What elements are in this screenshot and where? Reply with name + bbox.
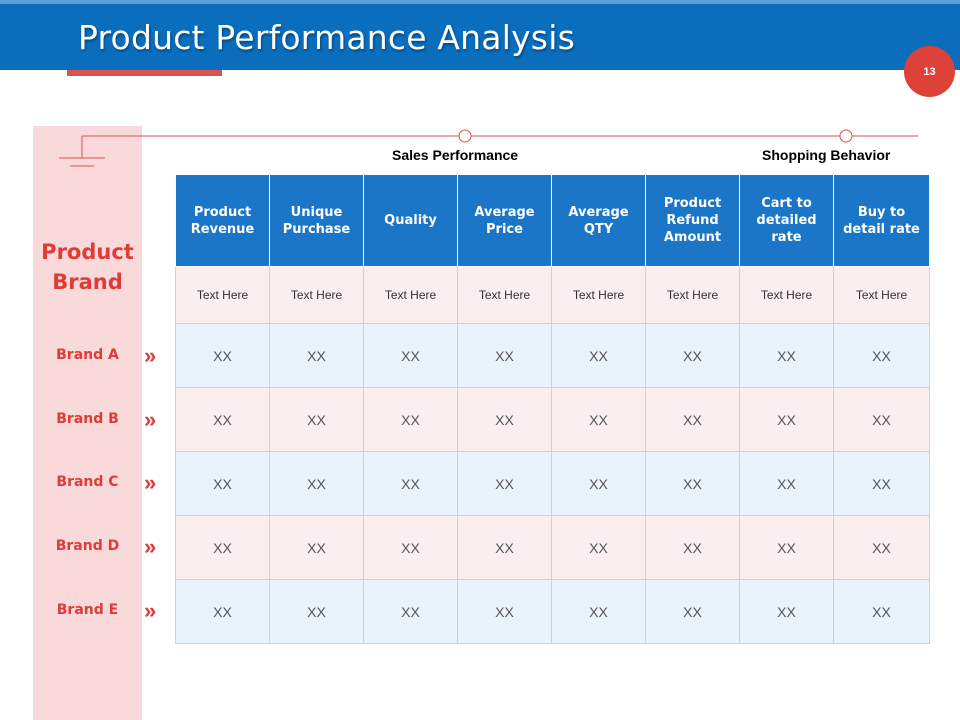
table-cell: XX	[645, 451, 740, 516]
table-cell: XX	[175, 323, 270, 388]
table-row: XX XX XX XX XX XX XX XX	[175, 323, 930, 388]
table-cell: XX	[551, 387, 646, 452]
chevron-right-icon: »	[144, 598, 157, 623]
chevron-right-icon: »	[144, 407, 157, 432]
column-header: Average QTY	[551, 174, 646, 267]
product-brand-heading: Product Brand	[41, 240, 134, 294]
subheader-cell: Text Here	[739, 266, 834, 324]
table-cell: XX	[739, 451, 834, 516]
table-cell: XX	[551, 451, 646, 516]
shopping-marker	[839, 129, 853, 143]
table-row: XX XX XX XX XX XX XX XX	[175, 579, 930, 644]
table-cell: XX	[363, 323, 458, 388]
table-cell: XX	[739, 387, 834, 452]
subheader-cell: Text Here	[551, 266, 646, 324]
section-label-sales: Sales Performance	[392, 147, 519, 163]
column-header: Cart to detailed rate	[739, 174, 834, 267]
table-cell: XX	[269, 387, 364, 452]
table-cell: XX	[551, 515, 646, 580]
table-cell: XX	[269, 579, 364, 644]
table-cell: XX	[739, 323, 834, 388]
column-header: Product Refund Amount	[645, 174, 740, 267]
brand-label-c: Brand C	[56, 474, 119, 490]
chevron-right-icon: »	[144, 470, 157, 495]
table-cell: XX	[739, 579, 834, 644]
brand-label-d: Brand D	[55, 538, 120, 554]
column-header: Product Revenue	[175, 174, 270, 267]
page-number-badge: 13	[904, 46, 955, 97]
table-cell: XX	[457, 387, 552, 452]
title-underline-accent	[67, 70, 222, 76]
table-subheader-row: Text Here Text Here Text Here Text Here …	[175, 266, 930, 324]
table-header-row: Product Revenue Unique Purchase Quality …	[175, 174, 930, 267]
table-cell: XX	[645, 579, 740, 644]
top-accent-strip	[0, 0, 960, 4]
sales-marker	[458, 129, 472, 143]
table-cell: XX	[457, 451, 552, 516]
table-cell: XX	[833, 515, 930, 580]
brand-label-b: Brand B	[56, 411, 119, 427]
subheader-cell: Text Here	[645, 266, 740, 324]
performance-table: Product Revenue Unique Purchase Quality …	[175, 174, 930, 644]
table-cell: XX	[363, 515, 458, 580]
table-cell: XX	[175, 579, 270, 644]
chevron-right-icon: »	[144, 343, 157, 368]
column-header: Average Price	[457, 174, 552, 267]
table-cell: XX	[739, 515, 834, 580]
table-cell: XX	[269, 515, 364, 580]
table-row: XX XX XX XX XX XX XX XX	[175, 515, 930, 580]
table-cell: XX	[363, 451, 458, 516]
subheader-cell: Text Here	[833, 266, 930, 324]
title-bar	[0, 4, 960, 70]
table-cell: XX	[645, 323, 740, 388]
column-header: Buy to detail rate	[833, 174, 930, 267]
subheader-cell: Text Here	[457, 266, 552, 324]
table-cell: XX	[175, 451, 270, 516]
table-cell: XX	[551, 579, 646, 644]
brand-label-e: Brand E	[56, 602, 119, 618]
table-cell: XX	[833, 451, 930, 516]
table-cell: XX	[833, 323, 930, 388]
table-row: XX XX XX XX XX XX XX XX	[175, 387, 930, 452]
subheader-cell: Text Here	[269, 266, 364, 324]
column-header: Quality	[363, 174, 458, 267]
table-cell: XX	[551, 323, 646, 388]
table-cell: XX	[457, 579, 552, 644]
table-row: XX XX XX XX XX XX XX XX	[175, 451, 930, 516]
table-cell: XX	[457, 323, 552, 388]
slide-title: Product Performance Analysis	[78, 18, 575, 57]
table-cell: XX	[457, 515, 552, 580]
subheader-cell: Text Here	[363, 266, 458, 324]
chevron-right-icon: »	[144, 534, 157, 559]
table-cell: XX	[363, 387, 458, 452]
subheader-cell: Text Here	[175, 266, 270, 324]
column-header: Unique Purchase	[269, 174, 364, 267]
brand-label-a: Brand A	[56, 347, 119, 363]
table-cell: XX	[833, 579, 930, 644]
table-cell: XX	[175, 387, 270, 452]
table-cell: XX	[269, 451, 364, 516]
table-cell: XX	[269, 323, 364, 388]
table-cell: XX	[645, 515, 740, 580]
brand-side-panel	[33, 126, 142, 720]
section-label-shopping: Shopping Behavior	[762, 147, 891, 163]
table-cell: XX	[363, 579, 458, 644]
table-cell: XX	[833, 387, 930, 452]
table-cell: XX	[175, 515, 270, 580]
table-cell: XX	[645, 387, 740, 452]
